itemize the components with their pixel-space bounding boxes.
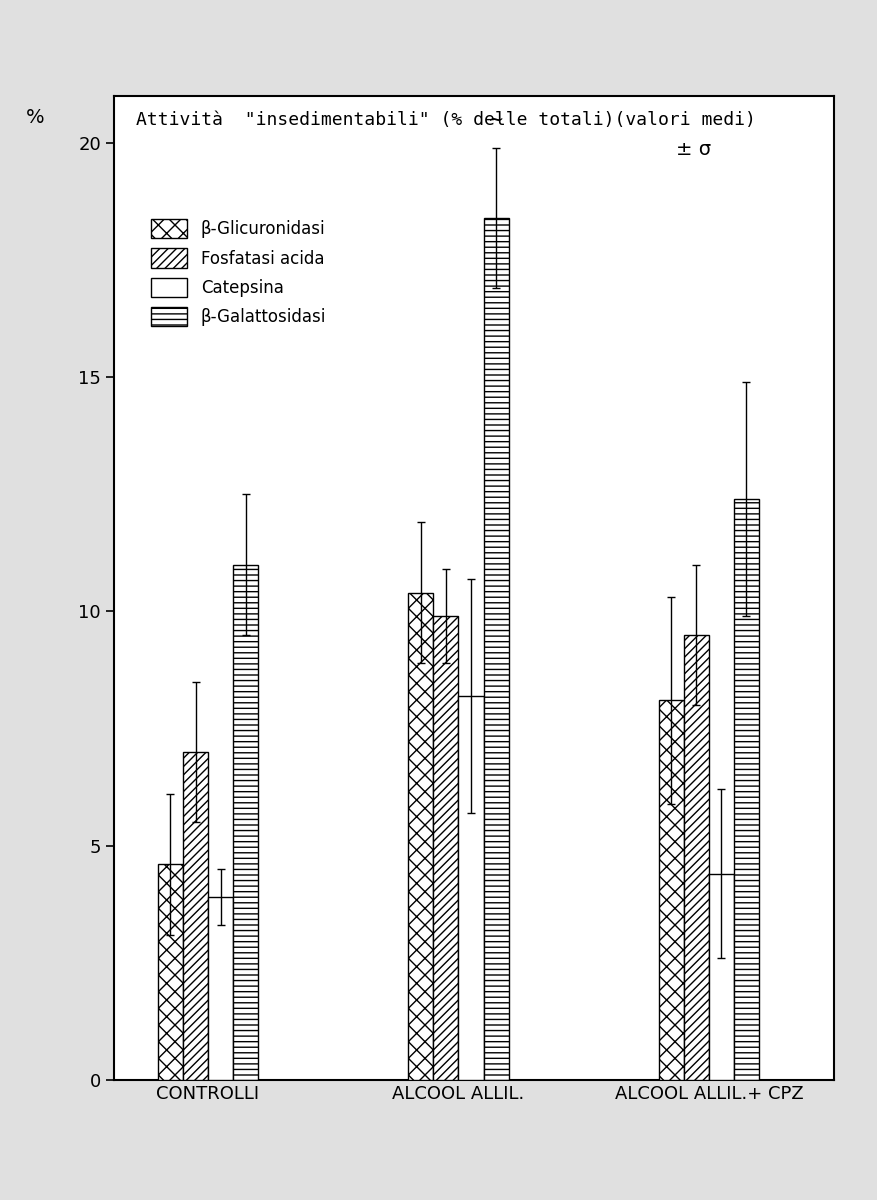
Bar <box>208 898 232 1080</box>
Bar <box>408 593 433 1080</box>
Bar <box>708 874 733 1080</box>
Legend: β-Glicuronidasi, Fosfatasi acida, Catepsina, β-Galattosidasi: β-Glicuronidasi, Fosfatasi acida, Cateps… <box>144 212 332 332</box>
Bar <box>458 696 483 1080</box>
Bar <box>733 499 758 1080</box>
Bar <box>658 701 683 1080</box>
Bar <box>683 635 708 1080</box>
Bar <box>182 752 208 1080</box>
Bar <box>232 564 258 1080</box>
Bar <box>433 616 458 1080</box>
Text: ~: ~ <box>488 110 503 128</box>
Text: %: % <box>25 108 45 127</box>
Text: ± σ: ± σ <box>675 140 710 160</box>
Bar <box>483 218 508 1080</box>
Text: Attività  "insedimentabili" (% delle totali)(valori medi): Attività "insedimentabili" (% delle tota… <box>136 110 755 128</box>
Bar <box>158 864 182 1080</box>
